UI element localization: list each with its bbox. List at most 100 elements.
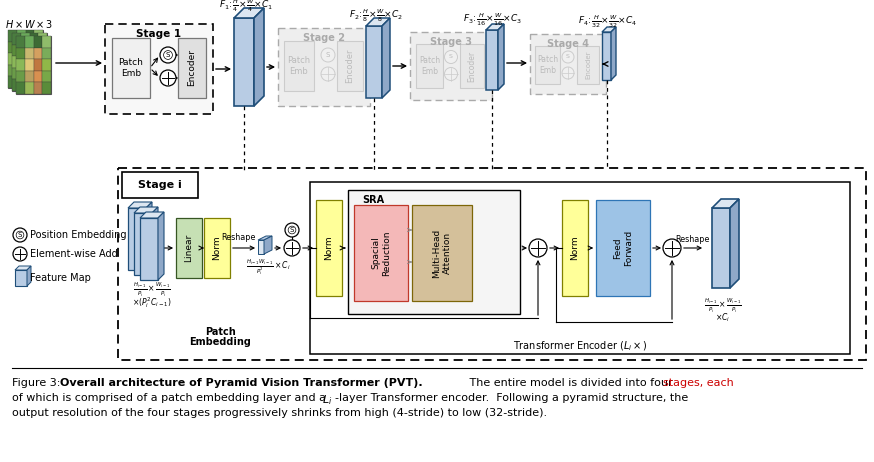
Polygon shape (15, 266, 31, 270)
Text: Norm: Norm (212, 236, 221, 260)
Circle shape (284, 240, 300, 256)
Bar (535, 46, 560, 84)
Bar (348, 190, 520, 314)
Bar (122, 172, 198, 198)
Bar (33, 48, 42, 59)
Bar (410, 32, 492, 100)
Text: -layer Transformer encoder.  Following a pyramid structure, the: -layer Transformer encoder. Following a … (335, 393, 688, 403)
Bar (416, 44, 443, 88)
Bar (712, 208, 730, 288)
Bar (42, 59, 51, 71)
Text: S: S (17, 232, 22, 238)
Text: S: S (326, 52, 330, 58)
Polygon shape (730, 199, 739, 288)
Bar (16, 48, 24, 59)
Text: Encoder: Encoder (585, 51, 591, 79)
Bar (25, 76, 34, 88)
Text: S: S (449, 55, 453, 60)
Bar (30, 68, 38, 79)
Bar (412, 205, 472, 301)
Bar (38, 56, 47, 68)
Text: Patch
Emb: Patch Emb (119, 58, 143, 78)
Text: Feature Map: Feature Map (30, 273, 91, 283)
Polygon shape (158, 212, 164, 280)
Bar (204, 218, 230, 278)
Text: Spacial
Reduction: Spacial Reduction (371, 230, 391, 276)
Text: Reshape: Reshape (221, 232, 255, 242)
Bar (17, 30, 25, 42)
Text: Stage 2: Stage 2 (303, 33, 345, 43)
Bar (33, 71, 42, 82)
Polygon shape (486, 24, 504, 30)
Text: $F_3\!:\!\frac{H}{16}\!\times\!\frac{W}{16}\!\times\! C_3$: $F_3\!:\!\frac{H}{16}\!\times\!\frac{W}{… (463, 12, 523, 28)
Text: S: S (566, 55, 570, 60)
Text: output resolution of the four stages progressively shrinks from high (4-stride) : output resolution of the four stages pro… (12, 408, 547, 418)
Bar (25, 30, 34, 42)
Bar (12, 56, 21, 68)
Circle shape (160, 47, 176, 63)
Bar (12, 33, 21, 45)
Text: SRA: SRA (362, 195, 384, 205)
Bar (284, 41, 314, 91)
Bar (17, 65, 25, 76)
Text: Figure 3:: Figure 3: (12, 378, 64, 388)
Bar (25, 53, 34, 65)
Bar (42, 82, 51, 94)
Bar (24, 59, 33, 71)
Bar (8, 53, 17, 65)
Polygon shape (234, 8, 264, 18)
Bar (24, 82, 33, 94)
Polygon shape (152, 207, 158, 275)
Bar (24, 48, 33, 59)
Text: Overall architecture of Pyramid Vision Transformer (PVT).: Overall architecture of Pyramid Vision T… (60, 378, 423, 388)
Bar (24, 36, 33, 48)
Bar (25, 65, 34, 76)
Bar (12, 68, 21, 79)
Text: Multi-Head
Attention: Multi-Head Attention (433, 228, 452, 278)
Polygon shape (128, 202, 152, 208)
Bar (128, 208, 146, 270)
Polygon shape (264, 236, 272, 254)
Polygon shape (602, 27, 616, 32)
Polygon shape (258, 240, 264, 254)
Bar (34, 76, 43, 88)
Polygon shape (258, 236, 272, 240)
Bar (38, 33, 47, 45)
Bar (33, 82, 42, 94)
Bar (354, 205, 408, 301)
Bar (8, 76, 17, 88)
Bar (12, 33, 47, 91)
Bar (366, 26, 382, 98)
Bar (105, 24, 213, 114)
Bar (337, 41, 363, 91)
Text: Position Embedding: Position Embedding (30, 230, 127, 240)
Text: Encoder: Encoder (188, 49, 197, 86)
Text: Element-wise Add: Element-wise Add (30, 249, 118, 259)
Bar (33, 36, 42, 48)
Bar (30, 56, 38, 68)
Text: Patch
Emb: Patch Emb (419, 56, 440, 76)
Bar (42, 71, 51, 82)
Bar (34, 53, 43, 65)
Circle shape (663, 239, 681, 257)
Bar (8, 42, 17, 53)
Circle shape (321, 48, 335, 62)
Text: Stage 4: Stage 4 (547, 39, 589, 49)
Circle shape (562, 51, 574, 63)
Circle shape (160, 70, 176, 86)
Bar (21, 79, 30, 91)
Bar (316, 200, 342, 296)
Bar (602, 32, 611, 80)
Text: The entire model is divided into four: The entire model is divided into four (466, 378, 676, 388)
Text: Norm: Norm (571, 236, 579, 260)
Bar (118, 168, 866, 360)
Bar (16, 82, 24, 94)
Text: Feed
Forward: Feed Forward (614, 230, 633, 266)
Bar (112, 38, 150, 98)
Bar (8, 30, 17, 42)
Polygon shape (134, 207, 158, 213)
Bar (30, 33, 38, 45)
Bar (38, 68, 47, 79)
Text: Norm: Norm (324, 236, 334, 260)
Polygon shape (382, 18, 390, 98)
